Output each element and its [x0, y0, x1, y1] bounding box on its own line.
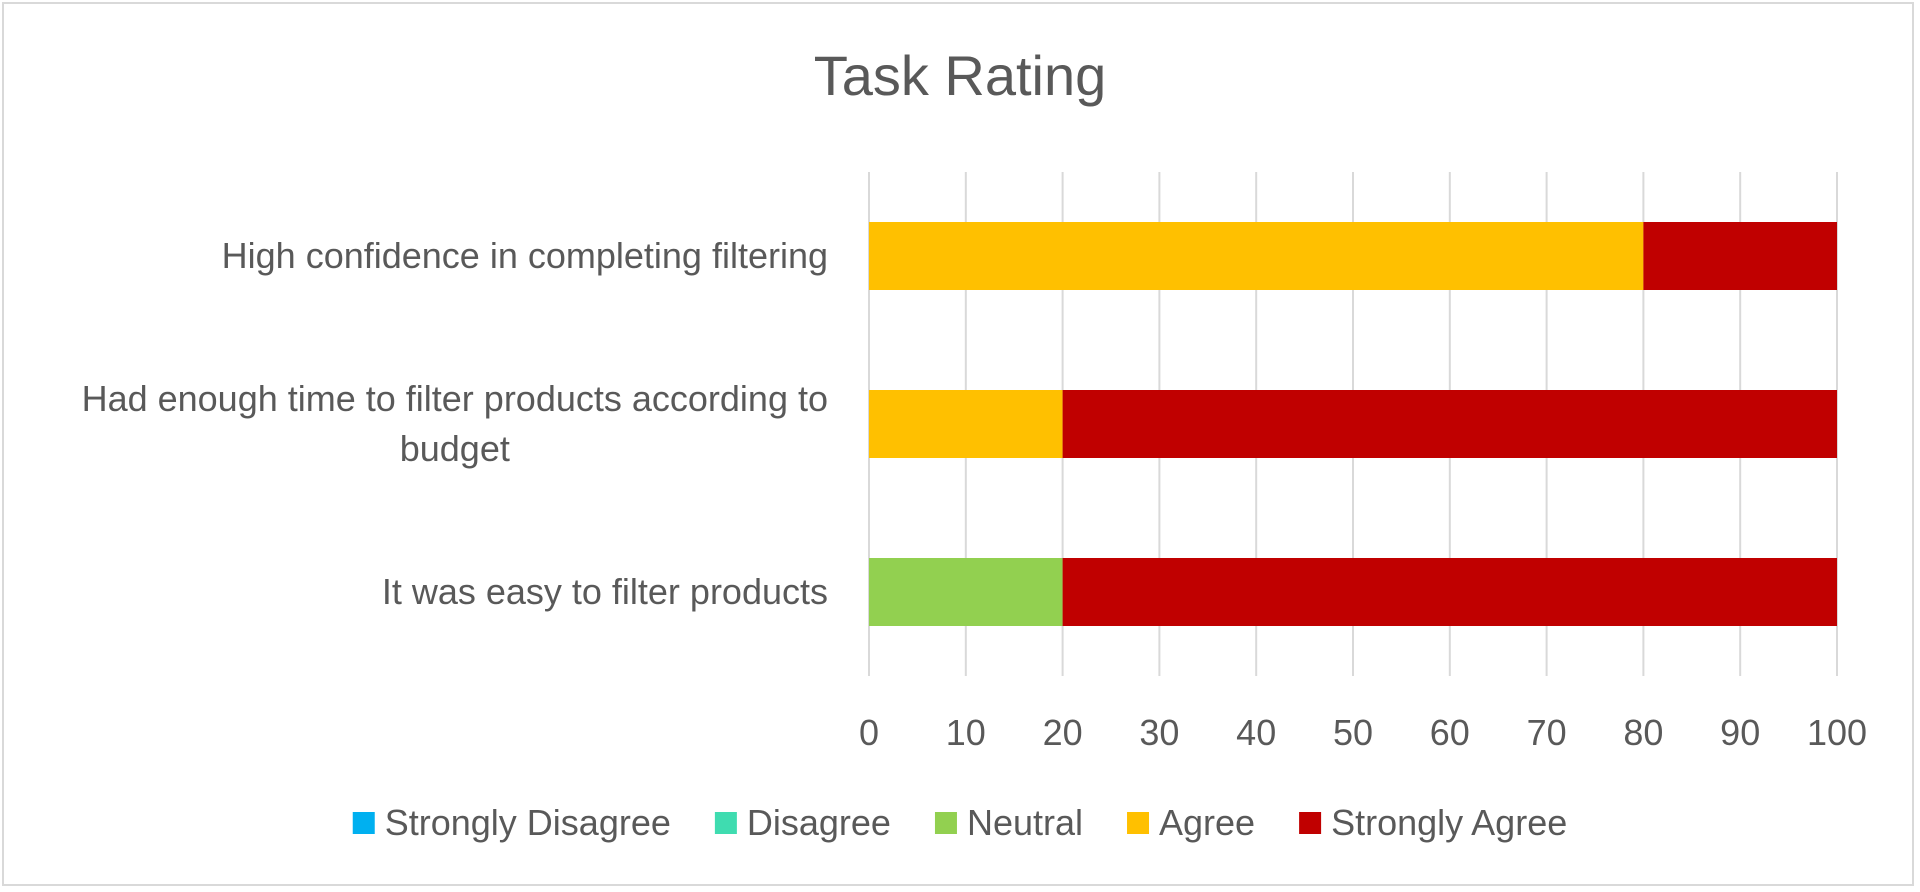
bar-segment-strongly-agree — [1062, 558, 1837, 626]
category-label-line: Had enough time to filter products accor… — [82, 378, 828, 419]
x-tick-label: 100 — [1807, 712, 1867, 753]
x-tick-label: 80 — [1623, 712, 1663, 753]
legend-swatch — [714, 812, 737, 834]
legend-label: Strongly Agree — [1331, 802, 1567, 843]
bars — [869, 222, 1837, 626]
x-tick-label: 90 — [1720, 712, 1760, 753]
legend-label: Agree — [1159, 802, 1255, 843]
category-label-line: budget — [400, 428, 510, 469]
category-label-line: High confidence in completing filtering — [222, 235, 828, 276]
chart-title: Task Rating — [814, 44, 1107, 107]
x-tick-labels: 0 10 20 30 40 50 60 70 80 90 100 — [859, 712, 1867, 753]
category-label-line: It was easy to filter products — [382, 571, 828, 612]
legend-item: Neutral — [934, 802, 1083, 843]
x-tick-label: 10 — [946, 712, 986, 753]
legend-swatch — [1127, 812, 1150, 834]
legend-swatch — [934, 812, 957, 834]
bar-segment-strongly-agree — [1062, 390, 1837, 458]
legend-swatch — [1299, 812, 1322, 834]
legend-label: Neutral — [967, 802, 1083, 843]
legend-item: Strongly Disagree — [352, 802, 671, 843]
x-tick-label: 70 — [1527, 712, 1567, 753]
bar-segment-agree — [869, 222, 1644, 290]
bar-segment-strongly-agree — [1643, 222, 1837, 290]
legend-item: Agree — [1127, 802, 1255, 843]
legend-item: Strongly Agree — [1299, 802, 1567, 843]
legend-label: Strongly Disagree — [385, 802, 671, 843]
x-tick-label: 20 — [1043, 712, 1083, 753]
category-label: Had enough time to filter products accor… — [82, 378, 828, 469]
category-label: High confidence in completing filtering — [222, 235, 828, 276]
x-tick-label: 60 — [1430, 712, 1470, 753]
legend-item: Disagree — [714, 802, 891, 843]
x-tick-label: 40 — [1236, 712, 1276, 753]
legend-swatch — [352, 812, 375, 834]
x-tick-label: 50 — [1333, 712, 1373, 753]
x-tick-label: 30 — [1139, 712, 1179, 753]
bar-segment-neutral — [869, 558, 1063, 626]
category-label: It was easy to filter products — [382, 571, 828, 612]
legend-label: Disagree — [747, 802, 891, 843]
bar-segment-agree — [869, 390, 1063, 458]
category-labels: High confidence in completing filtering H… — [82, 235, 828, 612]
legend: Strongly Disagree Disagree Neutral Agree Str… — [352, 802, 1567, 843]
x-tick-label: 0 — [859, 712, 879, 753]
